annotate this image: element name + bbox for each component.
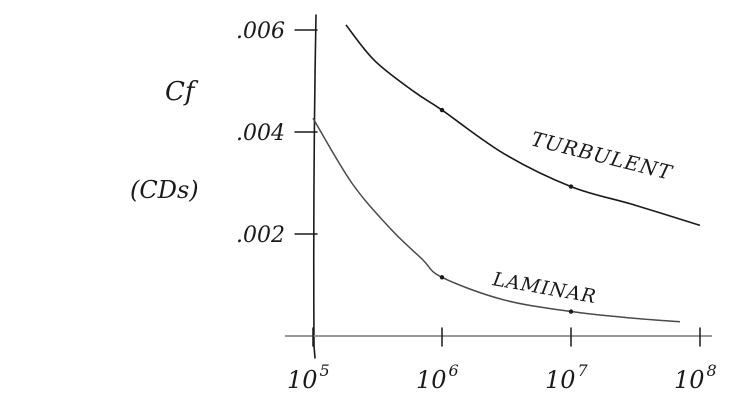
- y-tick-label: .002: [236, 223, 285, 248]
- y-axis-label: Cf: [165, 77, 199, 107]
- x-tick-label: 10 6: [416, 361, 459, 394]
- series-label-turbulent: TURBULENT: [529, 127, 676, 185]
- series-line-turbulent: [345, 24, 701, 227]
- series-point: [568, 184, 574, 189]
- x-tick-label: 10 5: [287, 361, 330, 394]
- y-tick-label: .006: [236, 19, 285, 44]
- y-tick-label: .004: [236, 121, 285, 146]
- series-point: [439, 275, 445, 280]
- series-point: [568, 309, 574, 314]
- series-point: [439, 107, 445, 113]
- x-tick-label: 10 7: [545, 361, 589, 394]
- series-labels: TURBULENT LAMINAR: [490, 127, 675, 309]
- series-layer: [312, 24, 701, 323]
- y-axis-label-alt: (CDs): [130, 176, 199, 204]
- y-ticks: .002 .004 .006: [236, 19, 318, 248]
- x-tick-label: 10 8: [674, 361, 717, 394]
- series-label-laminar: LAMINAR: [490, 268, 598, 308]
- x-ticks: 10 5 10 6 10 7 10 8: [287, 327, 717, 394]
- y-axis: [312, 14, 317, 359]
